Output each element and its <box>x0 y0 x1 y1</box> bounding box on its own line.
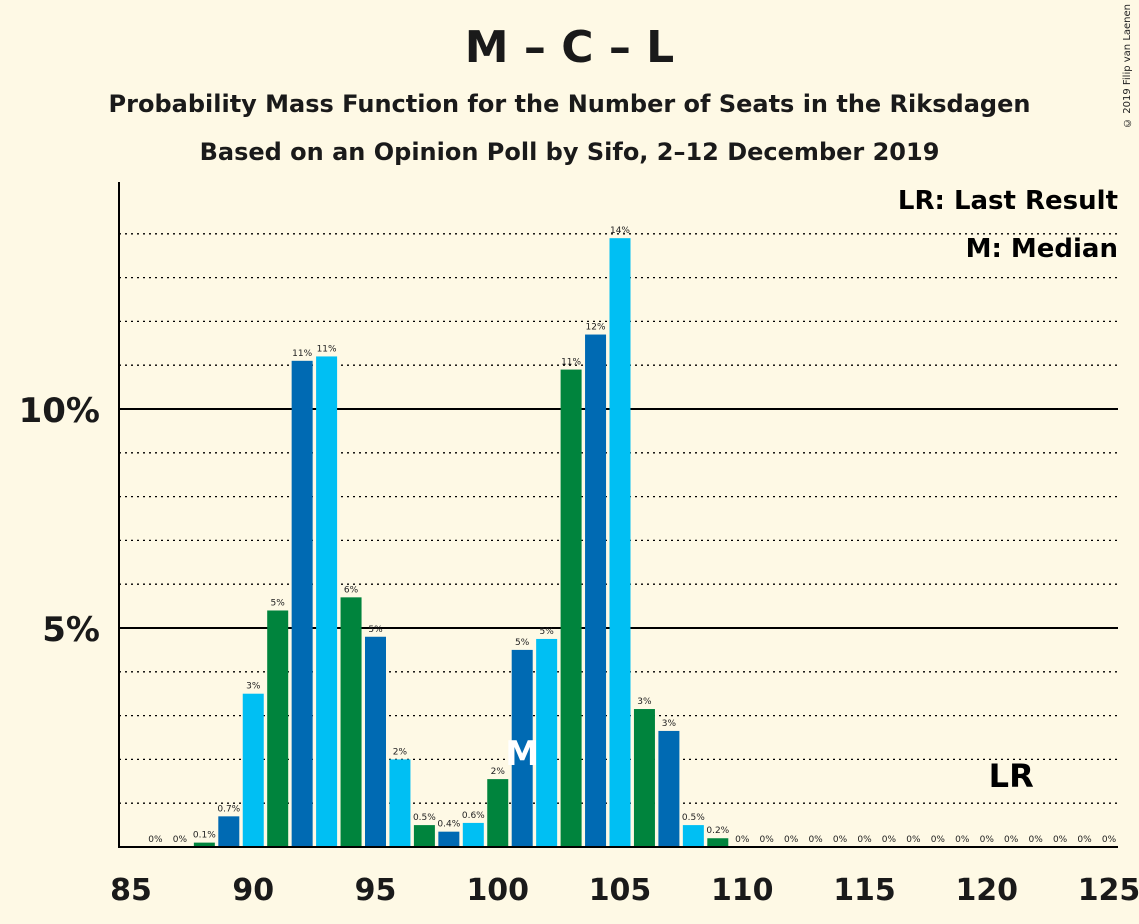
bar-label-seat-99: 0.6% <box>462 811 485 821</box>
bar-seat-104 <box>585 334 607 847</box>
bar-seat-97 <box>413 825 435 847</box>
bar-seat-98 <box>438 831 460 847</box>
bar-seat-103 <box>560 369 582 847</box>
bar-label-seat-113: 0% <box>808 835 823 845</box>
chart-title: M – C – L <box>464 22 675 73</box>
median-marker: M <box>505 734 539 774</box>
bar-label-seat-115: 0% <box>857 835 872 845</box>
bar-seat-90 <box>242 693 264 847</box>
legend-median: M: Median <box>966 234 1118 264</box>
x-tick-label-125: 125 <box>1078 873 1139 908</box>
chart-subtitle-1: Probability Mass Function for the Number… <box>108 90 1031 118</box>
bar-label-seat-120: 0% <box>980 835 995 845</box>
bar-label-seat-118: 0% <box>931 835 946 845</box>
bar-label-seat-114: 0% <box>833 835 848 845</box>
bar-label-seat-100: 2% <box>491 767 506 777</box>
bar-label-seat-90: 3% <box>246 682 261 692</box>
y-tick-label-10: 10% <box>19 391 100 431</box>
bar-seat-95 <box>365 636 386 847</box>
bar-seat-108 <box>682 825 704 847</box>
bar-seat-93 <box>316 356 338 847</box>
bar-seat-102 <box>536 638 558 847</box>
legend-last-result: LR: Last Result <box>898 186 1118 216</box>
bar-label-seat-119: 0% <box>955 835 970 845</box>
axes <box>118 182 1118 848</box>
bar-label-seat-87: 0% <box>173 835 188 845</box>
bar-label-seat-117: 0% <box>906 835 921 845</box>
bar-seat-92 <box>291 360 313 847</box>
x-tick-label-115: 115 <box>833 873 896 908</box>
chart-subtitle-2: Based on an Opinion Poll by Sifo, 2–12 D… <box>199 138 940 166</box>
bar-label-seat-125: 0% <box>1102 835 1117 845</box>
y-tick-label-5: 5% <box>42 610 100 650</box>
x-tick-label-90: 90 <box>232 873 274 908</box>
bar-label-seat-112: 0% <box>784 835 799 845</box>
bar-label-seat-93: 11% <box>317 344 337 354</box>
x-tick-label-100: 100 <box>466 873 529 908</box>
bar-label-seat-88: 0.1% <box>193 831 216 841</box>
bar-label-seat-110: 0% <box>735 835 750 845</box>
x-tick-label-85: 85 <box>110 873 152 908</box>
bar-label-seat-104: 12% <box>586 323 606 333</box>
bar-label-seat-101: 5% <box>515 638 530 648</box>
bar-seat-88 <box>193 842 215 847</box>
bar-seat-99 <box>462 822 484 847</box>
bar-label-seat-86: 0% <box>148 835 163 845</box>
bar-label-seat-95: 5% <box>368 625 383 635</box>
bar-label-seat-103: 11% <box>561 358 581 368</box>
bar-seat-94 <box>340 597 362 847</box>
x-tick-label-110: 110 <box>711 873 774 908</box>
bar-label-seat-109: 0.2% <box>706 826 729 836</box>
bar-label-seat-116: 0% <box>882 835 897 845</box>
bar-seat-105 <box>609 238 631 847</box>
bar-seat-106 <box>633 709 655 847</box>
bar-seat-101 <box>511 649 533 847</box>
bar-label-seat-98: 0.4% <box>437 820 460 830</box>
bar-label-seat-124: 0% <box>1077 835 1092 845</box>
bar-label-seat-123: 0% <box>1053 835 1068 845</box>
bar-label-seat-107: 3% <box>662 719 677 729</box>
x-tick-label-120: 120 <box>955 873 1018 908</box>
bar-label-seat-105: 14% <box>610 226 630 236</box>
bar-seat-89 <box>218 816 240 847</box>
bar-value-labels: 0% 0% 0.1%0.7%3%5%11% 11%6%5%2%0.5%0.4%0.6%… <box>148 226 1116 845</box>
tick-labels: 85 90 95 100 105 110 115 120 125 5% 10% <box>19 391 1139 908</box>
bar-label-seat-121: 0% <box>1004 835 1019 845</box>
bar-seat-96 <box>389 759 411 847</box>
bar-seat-100 <box>487 779 509 847</box>
bar-label-seat-97: 0.5% <box>413 813 436 823</box>
bar-label-seat-106: 3% <box>637 697 652 707</box>
bar-label-seat-91: 5% <box>271 598 286 608</box>
last-result-marker: LR <box>989 757 1034 795</box>
bar-label-seat-89: 0.7% <box>217 804 240 814</box>
x-tick-label-95: 95 <box>355 873 397 908</box>
bar-seat-91 <box>267 610 289 847</box>
bar-label-seat-108: 0.5% <box>682 813 705 823</box>
bar-label-seat-102: 5% <box>540 627 555 637</box>
x-tick-label-105: 105 <box>589 873 652 908</box>
bar-series <box>193 238 729 847</box>
bar-label-seat-111: 0% <box>760 835 775 845</box>
bar-label-seat-122: 0% <box>1029 835 1044 845</box>
bar-label-seat-94: 6% <box>344 585 359 595</box>
bar-seat-107 <box>658 730 680 847</box>
bar-label-seat-92: 11% <box>292 349 312 359</box>
bar-label-seat-96: 2% <box>393 747 408 757</box>
bar-seat-109 <box>707 838 729 847</box>
